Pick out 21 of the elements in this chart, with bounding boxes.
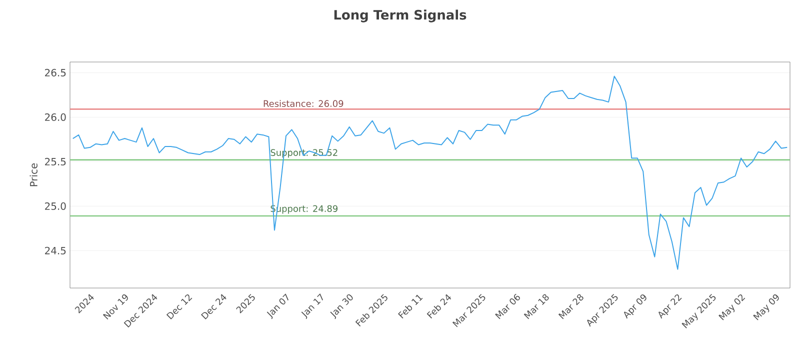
x-tick-label: Mar 18 bbox=[524, 294, 549, 320]
y-tick-label: 25.0 bbox=[45, 202, 66, 210]
chart-title: Long Term Signals bbox=[334, 10, 466, 22]
y-tick-label: 26.5 bbox=[45, 68, 66, 76]
x-tick-label: Nov 19 bbox=[102, 294, 128, 320]
y-axis-title: Price bbox=[30, 163, 38, 186]
x-tick-label: Jan 30 bbox=[330, 294, 353, 320]
y-tick-label: 24.5 bbox=[45, 246, 66, 254]
x-tick-label: Apr 09 bbox=[624, 294, 646, 319]
x-tick-label: Feb 24 bbox=[426, 294, 452, 318]
y-tick-label: 26.0 bbox=[45, 113, 66, 121]
x-tick-label: Dec 24 bbox=[200, 294, 226, 320]
x-tick-label: Dec 12 bbox=[166, 294, 192, 320]
x-tick-label: Jan 17 bbox=[301, 294, 323, 320]
x-tick-label: Apr 22 bbox=[658, 294, 682, 319]
y-tick-label: 25.5 bbox=[45, 158, 66, 166]
x-tick-label: Feb 11 bbox=[398, 294, 423, 318]
ref-line-label: Resistance: 26.09 bbox=[264, 100, 344, 107]
x-tick-label: Mar 06 bbox=[495, 294, 520, 320]
x-tick-label: Mar 28 bbox=[558, 294, 584, 320]
x-tick-label: Jan 07 bbox=[266, 294, 288, 320]
